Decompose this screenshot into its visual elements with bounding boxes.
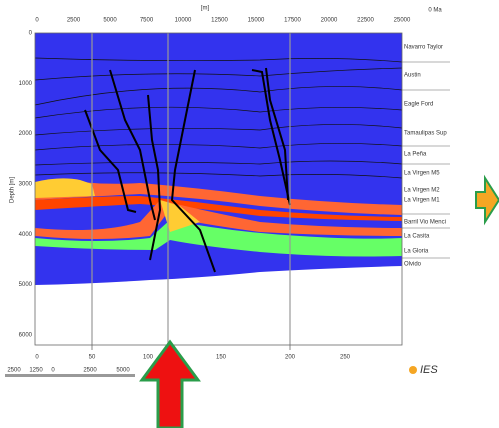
scale-label: 1250 [29,368,43,374]
top-tick-label: 17500 [284,18,301,24]
layer-label: La Peña [404,152,427,158]
scale-label: 0 [51,368,55,374]
logo: IES [420,364,438,376]
depth-label: Depth [m] [10,177,16,203]
layer-label: La Virgen M2 [404,188,440,194]
bottom-tick-label: 250 [340,355,351,361]
bottom-tick-label: 100 [143,355,154,361]
left-tick-label: 0 [29,31,33,37]
horizons [34,57,403,179]
left-tick-label: 4000 [19,232,33,238]
layer-label: La Gloria [404,249,429,255]
top-tick-label: 20000 [321,18,338,24]
top-tick-label: 10000 [175,18,192,24]
layer-leaders [402,61,450,259]
logo-mark [409,366,417,374]
yellow-wedge [160,200,200,232]
lower-orange [35,200,402,239]
top-tick-label: 25000 [394,18,411,24]
layer-label: La Virgen M5 [404,171,440,177]
bottom-tick-label: 50 [89,355,96,361]
top-unit: [m] [201,6,210,12]
left-tick-label: 5000 [19,282,33,288]
age: 0 Ma [428,8,442,14]
frame [34,32,403,346]
scale-label: 2500 [7,368,21,374]
top-tick-label: 7500 [140,18,154,24]
left-tick-label: 6000 [19,332,33,338]
scale-label: 2500 [83,368,97,374]
layer-label: Austin [404,73,421,79]
left-tick-label: 2000 [19,131,33,137]
left-tick-label: 1000 [19,81,33,87]
top-tick-label: 0 [35,18,39,24]
top-tick-label: 5000 [103,18,117,24]
green-band [35,220,402,257]
up-arrow [139,339,201,428]
top-tick-label: 2500 [67,18,81,24]
layer-label: La Casita [404,234,430,240]
top-tick-label: 22500 [357,18,374,24]
orange-band [35,180,402,215]
layer-label: La Virgen M1 [404,198,440,204]
layer-label: Eagle Ford [404,102,433,108]
section [34,32,450,350]
right-arrow [475,174,499,226]
layer-label: Olvido [404,262,422,268]
left-tick-label: 3000 [19,181,33,187]
scale-label: 5000 [116,368,130,374]
layer-label: Navarro Taylor [404,45,443,51]
basement [35,33,402,285]
scale-bar [5,374,135,377]
layer-label: Tamaulipas Sup [404,131,447,137]
yellow-lens [35,178,95,198]
bottom-tick-label: 0 [35,355,39,361]
top-tick-label: 12500 [211,18,228,24]
bottom-tick-label: 150 [216,355,227,361]
layer-label: Barril Vio Menci [404,220,446,226]
bottom-tick-label: 200 [285,355,296,361]
wells [84,67,291,273]
section-lines [91,33,291,350]
top-tick-label: 15000 [248,18,265,24]
